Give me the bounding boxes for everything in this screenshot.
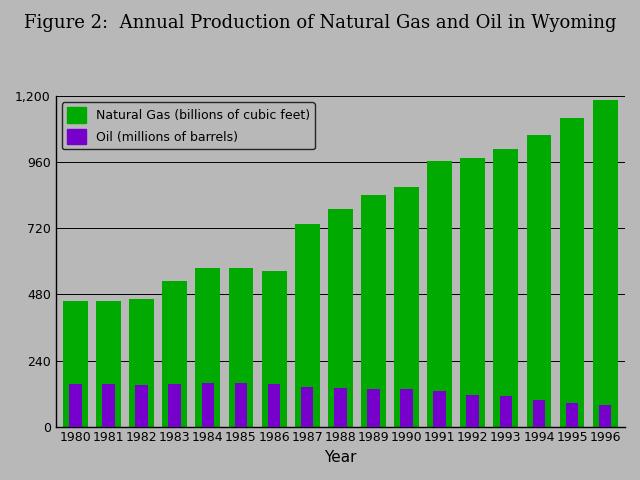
Bar [361,195,386,427]
Bar [96,301,121,427]
Bar [559,118,584,427]
Bar [295,224,319,427]
Bar [527,135,551,427]
Bar [102,384,115,427]
Bar [566,403,579,427]
Bar [69,384,82,427]
X-axis label: Year: Year [324,450,356,465]
Legend: Natural Gas (billions of cubic feet), Oil (millions of barrels): Natural Gas (billions of cubic feet), Oi… [62,102,315,149]
Bar [532,400,545,427]
Bar [493,148,518,427]
Bar [593,100,618,427]
Bar [129,299,154,427]
Bar [268,384,280,427]
Bar [400,389,413,427]
Bar [136,385,148,427]
Bar [433,391,446,427]
Bar [262,271,287,427]
Bar [500,396,512,427]
Bar [301,387,314,427]
Bar [195,268,220,427]
Bar [428,161,452,427]
Bar [328,209,353,427]
Bar [163,281,187,427]
Bar [202,383,214,427]
Bar [228,268,253,427]
Bar [367,389,380,427]
Bar [168,384,181,427]
Bar [63,301,88,427]
Bar [460,158,485,427]
Bar [334,388,347,427]
Bar [599,405,611,427]
Bar [394,187,419,427]
Text: Figure 2:  Annual Production of Natural Gas and Oil in Wyoming: Figure 2: Annual Production of Natural G… [24,14,616,33]
Bar [235,383,247,427]
Bar [467,395,479,427]
